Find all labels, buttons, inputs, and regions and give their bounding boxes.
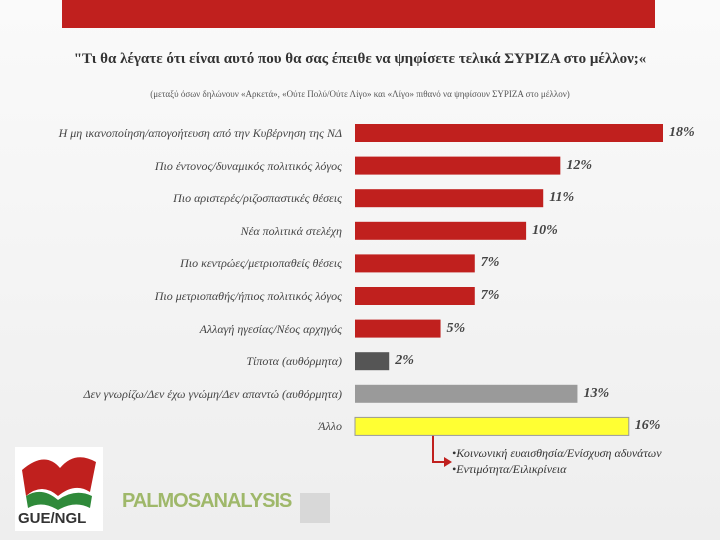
value-label: 7%: [480, 288, 500, 303]
category-label: Η μη ικανοποίηση/απογοήτευση από την Κυβ…: [58, 126, 342, 140]
category-label: Άλλο: [318, 419, 342, 434]
value-label: 7%: [480, 255, 500, 271]
logo-text: PALMOSANALYSIS: [122, 490, 292, 512]
arrowhead: [444, 457, 452, 467]
category-label: Δεν γνωρίζω/Δεν έχω γνώμη/Δεν απαντώ (αυ…: [83, 386, 343, 401]
annotation: •Εντιμότητα/Ειλικρίνεια: [452, 462, 567, 476]
bar: [355, 319, 441, 338]
value-label: 10%: [532, 222, 558, 238]
category-label: Αλλαγή ηγεσίας/Νέος αρχηγός: [199, 321, 342, 336]
value-label: 11%: [549, 190, 575, 206]
bar: [355, 254, 475, 273]
value-label: 2%: [395, 353, 414, 369]
bar: [354, 416, 630, 436]
logo-text: GUE/NGL: [18, 510, 87, 527]
value-label: 13%: [583, 385, 610, 401]
category-label: Νέα πολιτικά στελέχη: [240, 223, 342, 238]
bar: [355, 287, 475, 305]
category-label: Πιο κεντρώες/μετριοπαθείς θέσεις: [180, 256, 342, 271]
category-label: Πιο μετριοπαθής/ήπιος πολιτικός λόγος: [154, 289, 342, 303]
chart-subtitle: (μεταξύ όσων δηλώνουν «Αρκετά», «Ούτε Πο…: [150, 89, 570, 99]
category-label: Πιο έντονος/δυναμικός πολιτικός λόγος: [154, 158, 342, 173]
logo-flag: [22, 457, 96, 496]
value-label: 18%: [669, 125, 695, 140]
value-label: 16%: [634, 418, 661, 434]
bar: [355, 384, 578, 403]
bar: [355, 352, 390, 371]
logo-flag: [26, 491, 92, 510]
category-label: Πιο αριστερές/ριζοσπαστικές θέσεις: [173, 191, 342, 206]
logo-box: [300, 493, 330, 523]
bar: [355, 156, 561, 175]
value-label: 5%: [446, 320, 466, 336]
bar: [355, 189, 544, 208]
banner: [62, 0, 655, 28]
category-label: Τίποτα (αυθόρμητα): [246, 354, 342, 369]
bar: [355, 124, 663, 142]
annotation: •Κοινωνική ευαισθησία/Ενίσχυση αδυνάτων: [452, 446, 662, 460]
value-label: 12%: [566, 157, 592, 173]
chart-title: "Τι θα λέγατε ότι είναι αυτό που θα σας …: [73, 51, 647, 67]
bar: [355, 221, 527, 240]
